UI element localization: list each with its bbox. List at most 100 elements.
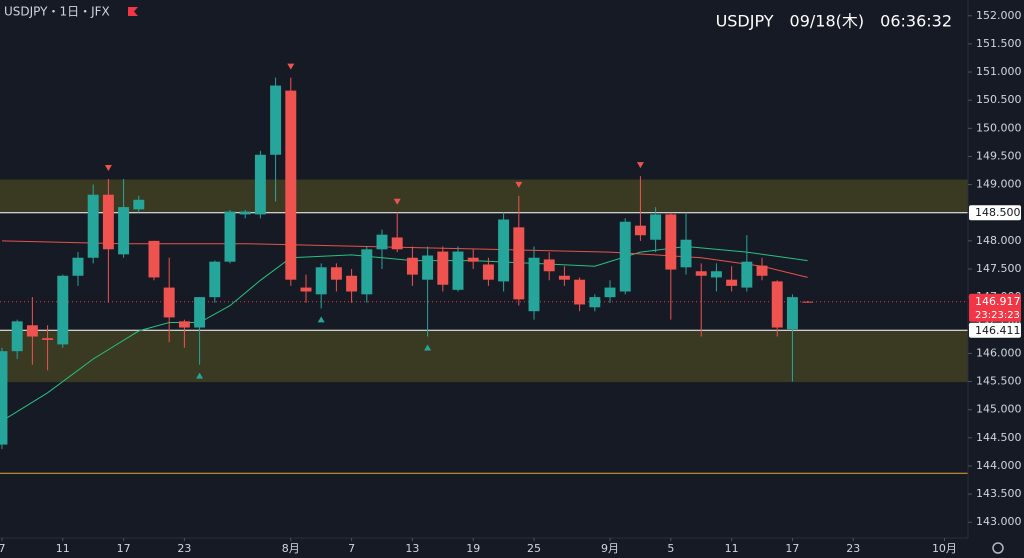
price-label: 146.411 [975,324,1021,337]
y-tick-label: 144.500 [976,431,1022,444]
candle-body [406,257,418,275]
candle-body [178,321,190,328]
candle-body [452,251,464,290]
settings-icon[interactable] [992,542,1004,554]
candle-body [528,257,540,312]
signal-down [636,162,644,169]
candle-body [802,301,814,303]
candle-body [589,297,601,308]
candle-body [270,85,282,155]
candle-body [330,267,342,280]
candle-body [574,279,586,305]
candle-body [634,225,646,236]
x-tick-label: 19 [466,542,480,555]
plot-area [0,63,968,474]
y-tick-label: 149.000 [976,178,1022,191]
x-tick-label: 7 [0,542,5,555]
y-tick-label: 145.000 [976,403,1022,416]
x-tick-label: 23 [177,542,191,555]
candle-body [680,239,692,268]
y-tick-label: 146.000 [976,346,1022,359]
signal-up [424,344,432,351]
y-tick-label: 151.000 [976,65,1022,78]
candle-body [376,234,388,250]
x-tick-label: 17 [785,542,799,555]
y-tick-label: 147.500 [976,262,1022,275]
candle-body [315,267,327,295]
clock: USDJPY 09/18(木) 06:36:32 [716,12,952,31]
candle-body [422,255,434,280]
y-tick-label: 148.000 [976,234,1022,247]
candle-body [498,219,510,282]
signal-up [196,372,204,379]
candle-body [482,264,494,280]
price-label-box [969,205,1021,221]
candle-body [11,321,23,352]
y-tick-label: 143.500 [976,487,1022,500]
x-tick-label: 11 [725,542,739,555]
x-tick-label: 25 [527,542,541,555]
candle-body [239,211,251,215]
countdown-label: 23:23:23 [975,310,1020,321]
signal-up [317,316,325,323]
candle-body [786,297,798,330]
x-tick-label: 23 [846,542,860,555]
candle-body [695,271,707,276]
price-label: 148.500 [975,206,1021,219]
candle-body [285,90,297,280]
candle-body [650,214,662,240]
last-price-label: 146.917 [975,295,1021,308]
x-tick-label: 8月 [282,542,300,555]
moving-average [1,245,808,422]
candle-body [102,194,114,250]
flag-icon [128,7,138,16]
candle-body [665,214,677,270]
candle-body [604,287,616,298]
x-tick-label: 17 [117,542,131,555]
candle-body [163,287,175,318]
candle-body [467,257,479,262]
x-tick-label: 7 [348,542,355,555]
x-tick-label: 11 [56,542,70,555]
x-tick-label: 9月 [601,542,619,555]
candle-body [57,275,69,345]
y-tick-label: 151.500 [976,37,1022,50]
chart-title: USDJPY・1日・JFX [4,5,110,19]
candle-body [437,251,449,285]
candle-body [346,275,358,292]
x-tick-label: 13 [405,542,419,555]
candle-body [148,240,160,278]
candle-body [741,261,753,288]
candle-body [194,297,206,328]
candle-body [209,261,221,298]
candle-body [361,249,373,295]
y-tick-label: 149.500 [976,149,1022,162]
price-label-box [969,322,1021,338]
candle-body [756,265,768,276]
y-tick-label: 150.500 [976,93,1022,106]
candle-body [558,275,570,280]
zone [0,179,968,213]
y-tick-label: 152.000 [976,9,1022,22]
y-tick-label: 144.000 [976,459,1022,472]
candle-body [543,259,555,272]
signal-down [104,164,112,171]
x-tick-label: 10月 [932,542,957,555]
candle-body [118,207,130,255]
y-tick-label: 143.000 [976,515,1022,528]
zone [0,330,968,383]
candle-body [726,279,738,286]
candle-body [771,281,783,328]
signal-down [393,198,401,205]
candle-body [87,194,99,258]
y-tick-label: 145.500 [976,375,1022,388]
x-tick-label: 5 [667,542,674,555]
candle-body [513,227,525,300]
candle-body [133,199,145,210]
candle-body [0,351,8,445]
signal-down [515,181,523,188]
candle-body [26,325,38,337]
candle-body [254,154,266,215]
